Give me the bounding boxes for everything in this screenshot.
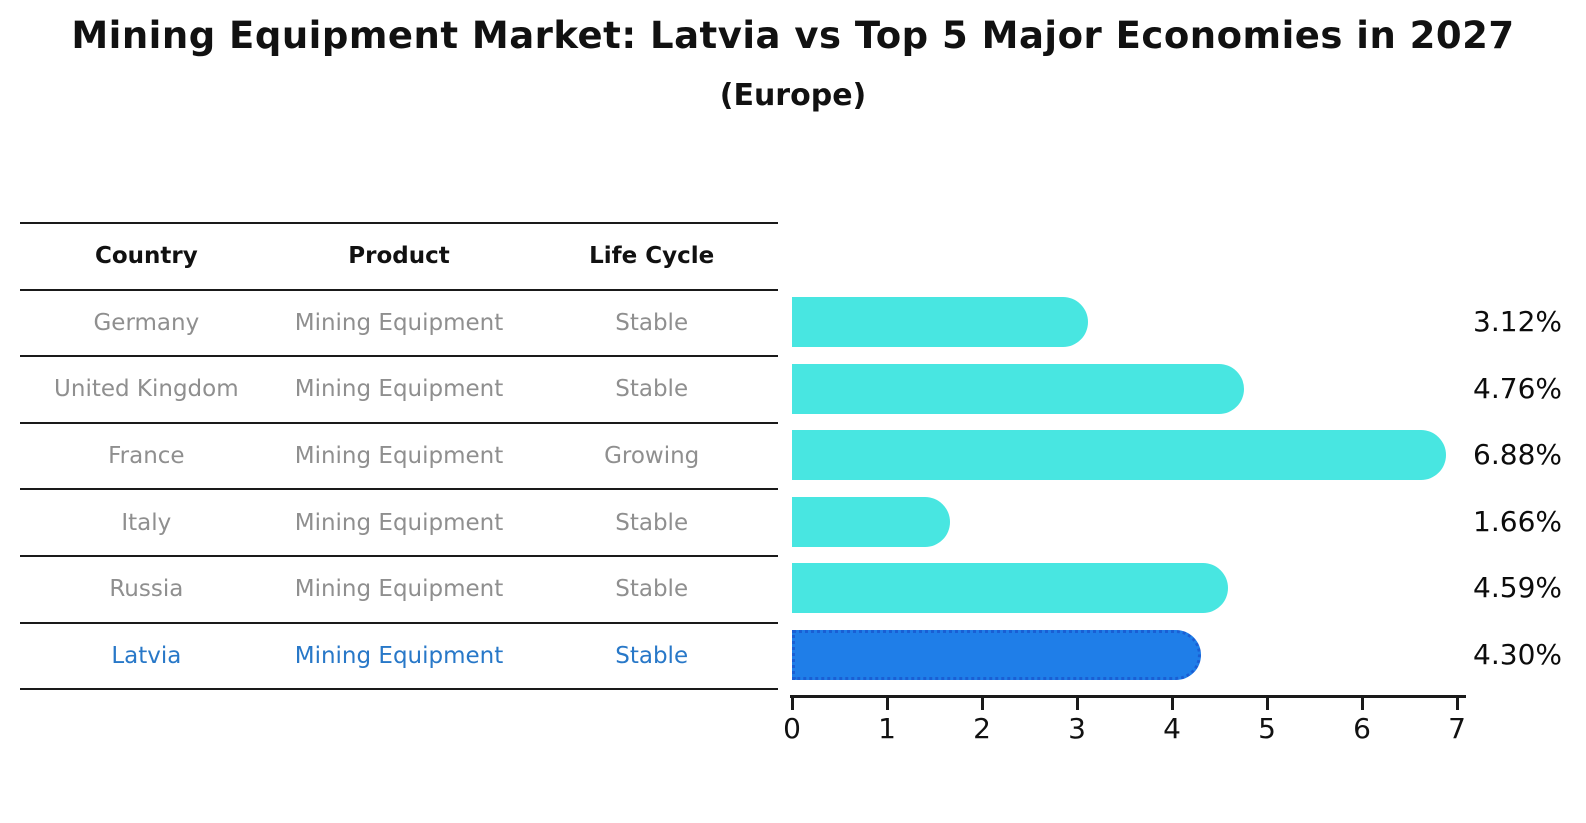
table-row: Russia Mining Equipment Stable	[20, 557, 778, 624]
x-axis-tick-label: 0	[783, 712, 801, 745]
x-axis-tick	[1360, 698, 1364, 710]
x-axis-line	[790, 695, 1466, 698]
bar-germany	[792, 296, 1089, 347]
table-row: France Mining Equipment Growing	[20, 424, 778, 491]
cell-country: Germany	[93, 309, 200, 336]
cell-country: Latvia	[111, 642, 182, 669]
x-axis-tick-label: 5	[1258, 712, 1276, 745]
bar-united-kingdom	[792, 363, 1245, 414]
table-row: Italy Mining Equipment Stable	[20, 490, 778, 557]
column-header-country: Country	[94, 243, 198, 270]
cell-life-cycle: Stable	[615, 376, 689, 403]
x-axis-tick-label: 1	[878, 712, 896, 745]
column-header-product: Product	[348, 243, 450, 270]
x-axis-tick-label: 6	[1353, 712, 1371, 745]
bar-italy	[792, 496, 950, 547]
cell-country: Russia	[109, 576, 184, 603]
table-header-row: Country Product Life Cycle	[20, 224, 778, 291]
x-axis-tick	[790, 698, 794, 710]
cell-country: France	[108, 443, 185, 470]
x-axis-tick-label: 2	[973, 712, 991, 745]
x-axis-tick	[1265, 698, 1269, 710]
column-header-life-cycle: Life Cycle	[589, 243, 715, 270]
cell-product: Mining Equipment	[294, 376, 504, 403]
cell-product: Mining Equipment	[294, 642, 504, 669]
table-row: Latvia Mining Equipment Stable	[20, 624, 778, 691]
value-label: 4.30%	[1473, 637, 1562, 671]
table-row: United Kingdom Mining Equipment Stable	[20, 357, 778, 424]
cell-country: United Kingdom	[54, 376, 239, 403]
comparison-table: Country Product Life Cycle Germany Mining…	[20, 222, 778, 691]
bar-highlight-latvia	[792, 629, 1201, 680]
table-row: Germany Mining Equipment Stable	[20, 291, 778, 358]
value-label: 6.88%	[1473, 438, 1562, 472]
x-axis-tick	[885, 698, 889, 710]
x-axis-tick	[1170, 698, 1174, 710]
value-label: 1.66%	[1473, 504, 1562, 538]
cell-country: Italy	[121, 509, 172, 536]
cell-life-cycle: Stable	[615, 642, 689, 669]
cell-life-cycle: Stable	[615, 309, 689, 336]
chart-title: Mining Equipment Market: Latvia vs Top 5…	[71, 14, 1515, 57]
value-label: 3.12%	[1473, 304, 1562, 338]
cell-product: Mining Equipment	[294, 576, 504, 603]
cell-product: Mining Equipment	[294, 509, 504, 536]
value-label: 4.59%	[1473, 571, 1562, 605]
bar-russia	[792, 563, 1229, 614]
x-axis-tick-label: 4	[1163, 712, 1181, 745]
chart-subtitle: (Europe)	[719, 78, 867, 113]
cell-product: Mining Equipment	[294, 309, 504, 336]
cell-product: Mining Equipment	[294, 443, 504, 470]
x-axis-tick-label: 3	[1068, 712, 1086, 745]
cell-life-cycle: Stable	[615, 576, 689, 603]
bar-france	[792, 430, 1446, 481]
cell-life-cycle: Stable	[615, 509, 689, 536]
cell-life-cycle: Growing	[604, 443, 700, 470]
x-axis-tick	[1075, 698, 1079, 710]
x-axis-tick	[980, 698, 984, 710]
x-axis-tick	[1455, 698, 1459, 710]
value-label: 4.76%	[1473, 371, 1562, 405]
x-axis-tick-label: 7	[1448, 712, 1466, 745]
